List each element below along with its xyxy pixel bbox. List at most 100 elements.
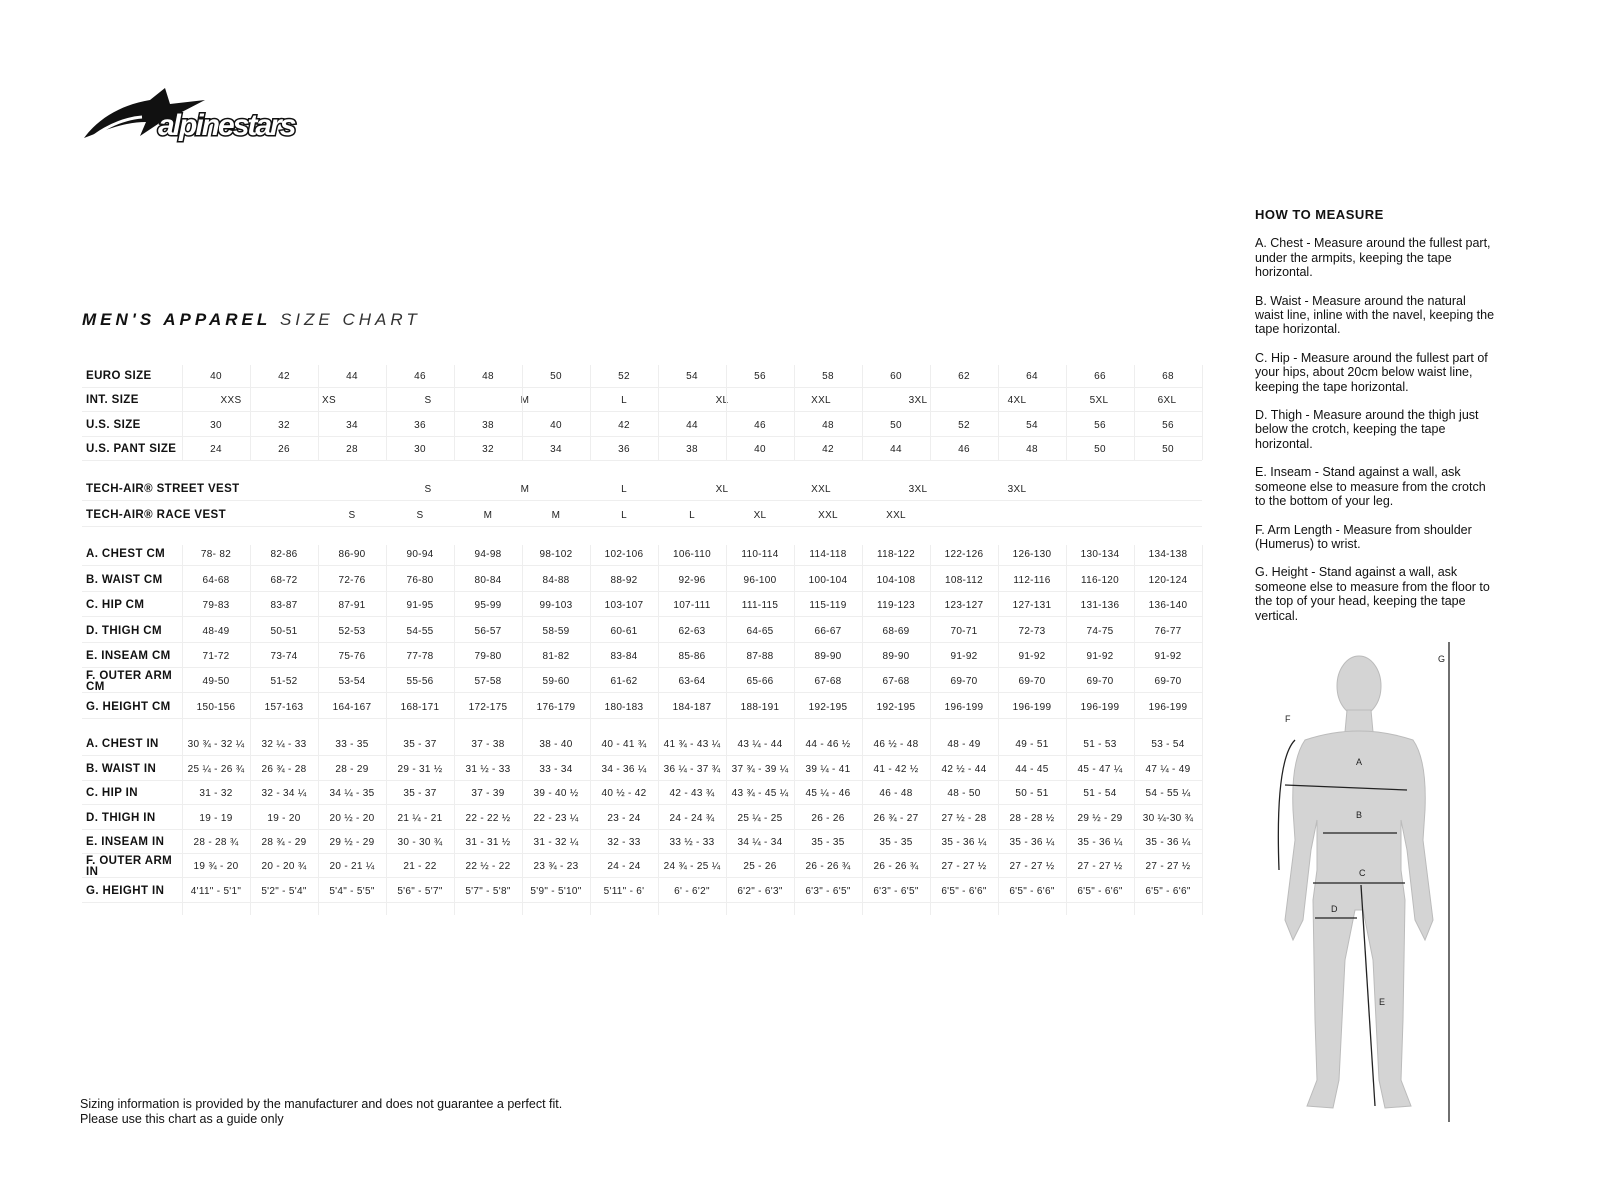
how-to-measure-heading: HOW TO MEASURE [1255,207,1384,222]
table-cell: 67-68 [814,676,842,687]
table-cell: 32 ¼ - 33 [261,739,307,750]
table-cell: L [621,484,627,495]
table-cell: 56 [754,371,766,382]
table-cell: 5'7" - 5'8" [465,886,511,897]
table-cell: S [424,484,432,495]
table-cell: 157-163 [264,702,304,713]
table-cell: 90-94 [406,549,434,560]
table-cell: 32 [278,420,290,431]
table-cell: 6'2" - 6'3" [737,886,783,897]
row-label: C. HIP IN [86,787,138,799]
table-cell: 65-66 [746,676,774,687]
table-cell: 40 [210,371,222,382]
table-cell: 28 - 28 ½ [1009,813,1055,824]
table-cell: 27 - 27 ½ [1145,861,1191,872]
table-cell: 79-80 [474,651,502,662]
table-cell: 34 [550,444,562,455]
table-cell: 91-92 [1154,651,1182,662]
table-cell: 192-195 [876,702,916,713]
table-cell: 196-199 [1148,702,1188,713]
column-divider [318,545,319,915]
table-cell: 34 - 36 ¼ [601,764,647,775]
table-cell: S [424,395,432,406]
table-cell: 29 ½ - 29 [329,837,375,848]
table-cell: 20 - 20 ¾ [261,861,307,872]
table-cell: 19 - 20 [267,813,301,824]
table-cell: 83-87 [270,600,298,611]
table-cell: 66 [1094,371,1106,382]
table-cell: M [551,510,561,521]
table-cell: 34 [346,420,358,431]
table-cell: 52-53 [338,626,366,637]
table-cell: 42 [618,420,630,431]
table-cell: 46 - 48 [879,788,913,799]
table-cell: 35 - 37 [403,739,437,750]
table-cell: 196-199 [1012,702,1052,713]
table-cell: 25 ¼ - 25 [737,813,783,824]
table-cell: 46 [414,371,426,382]
column-divider [1134,365,1135,460]
measure-thigh: D. Thigh - Measure around the thigh just… [1255,408,1479,451]
table-cell: M [520,395,530,406]
table-cell: 37 - 39 [471,788,505,799]
table-cell: 116-120 [1080,575,1120,586]
table-cell: 22 - 23 ¼ [533,813,579,824]
table-cell: 5'9" - 5'10" [530,886,582,897]
table-cell: 91-92 [1018,651,1046,662]
svg-text:alpinestars: alpinestars [158,109,296,142]
measure-waist: B. Waist - Measure around the natural wa… [1255,293,1495,337]
column-divider [590,545,591,915]
table-cell: 43 ¾ - 45 ¼ [731,788,789,799]
table-cell: 31 ½ - 33 [465,764,511,775]
table-cell: 31 - 32 ¼ [533,837,579,848]
table-cell: 31 - 32 [199,788,233,799]
table-cell: 100-104 [808,575,848,586]
table-cell: 27 ½ - 28 [941,813,987,824]
table-cell: 126-130 [1012,549,1052,560]
table-cell: 118-122 [876,549,916,560]
table-cell: 30 [414,444,426,455]
row-label: EURO SIZE [86,370,152,382]
table-cell: 27 - 27 ½ [941,861,987,872]
table-cell: 6'5" - 6'6" [1077,886,1123,897]
row-divider [82,780,1202,781]
label-a: A [1356,757,1362,767]
table-cell: 35 - 36 ¼ [941,837,987,848]
column-divider [658,545,659,915]
row-divider [82,853,1202,854]
table-cell: 58-59 [542,626,570,637]
table-cell: 127-131 [1012,600,1052,611]
measure-chest: A. Chest - Measure around the fullest pa… [1255,236,1491,280]
row-divider [82,667,1202,668]
table-cell: 64-68 [202,575,230,586]
column-divider [998,365,999,460]
table-cell: 68-69 [882,626,910,637]
table-cell: 35 - 35 [811,837,845,848]
table-cell: 58 [822,371,834,382]
table-cell: 6'5" - 6'6" [941,886,987,897]
table-cell: 28 ¾ - 29 [261,837,307,848]
row-label: G. HEIGHT CM [86,701,171,713]
table-cell: 30 [210,420,222,431]
table-cell: 5'4" - 5'5" [329,886,375,897]
table-cell: 107-111 [673,600,711,611]
table-cell: 50 [550,371,562,382]
table-cell: 40 - 41 ¾ [601,739,647,750]
table-cell: 40 [550,420,562,431]
table-cell: 28 - 29 [335,764,369,775]
table-cell: 50 - 51 [1015,788,1049,799]
row-divider [82,755,1202,756]
table-cell: 26 - 26 ¾ [805,861,851,872]
table-cell: 35 - 35 [879,837,913,848]
column-divider [522,545,523,915]
table-cell: L [621,510,627,521]
table-cell: 48 [482,371,494,382]
table-cell: 23 - 24 [607,813,641,824]
table-cell: 48 [1026,444,1038,455]
table-cell: 87-88 [746,651,774,662]
row-label: A. CHEST IN [86,738,159,750]
table-cell: 196-199 [1080,702,1120,713]
table-cell: 48-49 [202,626,230,637]
table-cell: 3XL [1007,484,1027,495]
table-cell: 33 - 35 [335,739,369,750]
